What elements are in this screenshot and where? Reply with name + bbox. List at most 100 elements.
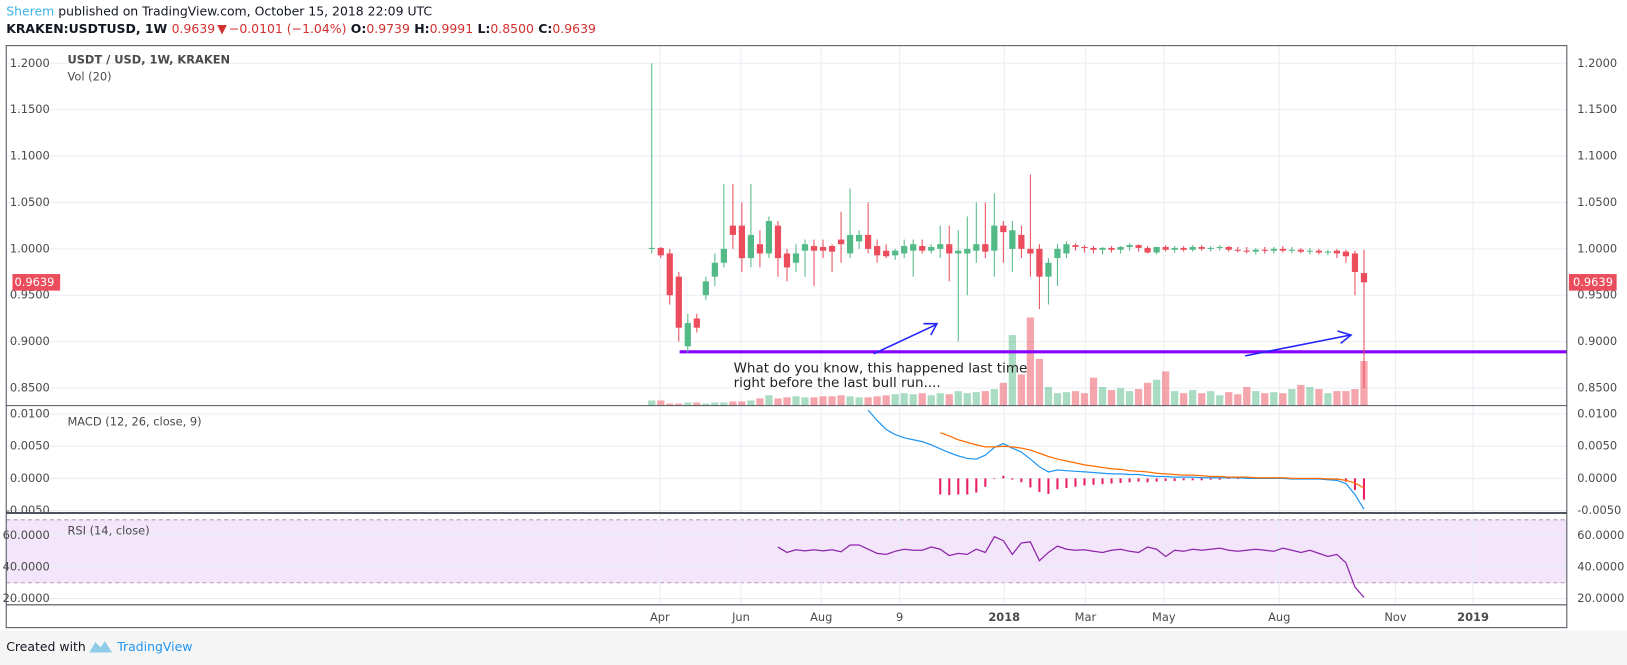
candle-body xyxy=(1126,245,1133,247)
candle-body xyxy=(1234,249,1241,251)
candle-body xyxy=(919,246,926,251)
candle-body xyxy=(1207,247,1214,249)
volume-bar xyxy=(1288,389,1296,406)
candle-body xyxy=(837,239,845,245)
volume-bar xyxy=(1315,389,1323,406)
macd-histogram-bar xyxy=(1128,478,1131,483)
close: 0.9639 xyxy=(552,21,596,36)
candle-body xyxy=(901,246,908,254)
candle-body xyxy=(964,248,971,254)
volume-bar xyxy=(1234,394,1242,406)
candle-body xyxy=(874,246,881,256)
volume-bar xyxy=(900,393,908,406)
macd-histogram-bar xyxy=(1200,478,1203,481)
y-tick-label: 1.2000 xyxy=(10,56,50,70)
volume-bar xyxy=(1261,393,1269,406)
brand-logo[interactable] xyxy=(89,641,113,653)
candle-body xyxy=(810,246,818,251)
candle-body xyxy=(864,234,872,249)
candle-body xyxy=(855,234,863,242)
candle-body xyxy=(1198,246,1205,249)
volume-bar xyxy=(882,395,890,406)
x-tick-label: Aug xyxy=(1268,610,1290,624)
y-tick-label: 60.0000 xyxy=(3,528,50,542)
candle-body xyxy=(1000,225,1007,233)
y-tick-label: 40.0000 xyxy=(1577,560,1624,574)
candle-body xyxy=(1306,250,1313,252)
change: −0.0101 (−1.04%) xyxy=(229,21,347,36)
macd-histogram-bar xyxy=(1065,478,1068,489)
candle-body xyxy=(648,247,655,249)
candle-body xyxy=(828,246,836,252)
volume-bar xyxy=(909,394,917,406)
x-tick-label: Aug xyxy=(810,610,832,624)
macd-histogram-bar xyxy=(1029,478,1032,488)
volume-bar xyxy=(1107,390,1116,406)
volume-bar xyxy=(774,398,782,406)
macd-histogram-bar xyxy=(1101,478,1104,485)
volume-bar xyxy=(747,400,755,406)
volume-bar xyxy=(954,391,962,406)
candle-body xyxy=(1009,230,1016,249)
candle-body xyxy=(675,276,682,328)
candle-body xyxy=(1279,248,1286,251)
macd-histogram-bar xyxy=(1227,478,1230,480)
y-tick-label: 1.1000 xyxy=(1577,149,1617,163)
volume-bar xyxy=(1171,391,1179,406)
volume-bar xyxy=(855,397,863,406)
rsi-label: RSI (14, close) xyxy=(67,524,149,538)
candle-body xyxy=(711,262,718,277)
volume-bar xyxy=(1008,335,1016,406)
macd-histogram-bar xyxy=(1155,478,1158,482)
y-tick-label: 1.1000 xyxy=(10,149,50,163)
volume-bar xyxy=(729,401,737,406)
x-tick-label: Jun xyxy=(731,610,750,624)
footer-brand[interactable]: TradingView xyxy=(116,639,192,654)
y-tick-label: -0.0050 xyxy=(1577,503,1621,517)
candle-body xyxy=(1090,247,1097,250)
macd-histogram-bar xyxy=(1191,478,1194,481)
candle-body xyxy=(801,244,809,251)
volume-bar xyxy=(1089,377,1098,406)
volume-bar xyxy=(810,397,818,406)
candle-body xyxy=(1324,251,1332,253)
y-tick-label: 0.0000 xyxy=(1577,471,1617,485)
x-tick-label: 9 xyxy=(896,610,903,624)
y-tick-label: 1.2000 xyxy=(1577,56,1617,70)
candle-body xyxy=(1135,245,1142,248)
y-tick-label: 0.0100 xyxy=(1577,407,1617,421)
arrow xyxy=(1245,334,1351,357)
macd-histogram-bar xyxy=(984,478,987,487)
volume-bar xyxy=(720,402,728,406)
candle-body xyxy=(702,281,709,296)
volume-bar xyxy=(1161,371,1170,406)
volume-bar xyxy=(819,396,827,406)
volume-bar xyxy=(891,394,899,406)
volume-bar xyxy=(1252,391,1260,406)
macd-histogram-bar xyxy=(1173,478,1176,481)
y-tick-label: 0.0000 xyxy=(10,471,50,485)
price-badge-label: 0.9639 xyxy=(1573,275,1613,289)
author[interactable]: Sherem xyxy=(6,3,54,18)
y-tick-label: 1.1500 xyxy=(1577,102,1617,116)
volume-bar xyxy=(648,400,656,406)
candle-body xyxy=(684,323,691,347)
arrow: ▼ xyxy=(217,21,227,36)
candle-body xyxy=(1036,248,1043,277)
candle-body xyxy=(1171,247,1178,250)
price-badge xyxy=(12,274,61,291)
l-label: L: xyxy=(477,21,490,36)
candle-body xyxy=(693,318,700,328)
arrow-head xyxy=(1337,330,1353,345)
rsi-line xyxy=(777,535,1365,598)
candle-body xyxy=(955,250,962,254)
candle-body xyxy=(792,253,800,263)
candle-body xyxy=(1081,246,1088,249)
volume-bar xyxy=(990,389,998,406)
candle-body xyxy=(991,225,998,251)
candle-body xyxy=(1108,247,1115,250)
volume-bar xyxy=(1225,392,1233,406)
volume-bar xyxy=(675,403,683,406)
candle-body xyxy=(738,225,746,259)
footer-created: Created with xyxy=(6,639,86,654)
